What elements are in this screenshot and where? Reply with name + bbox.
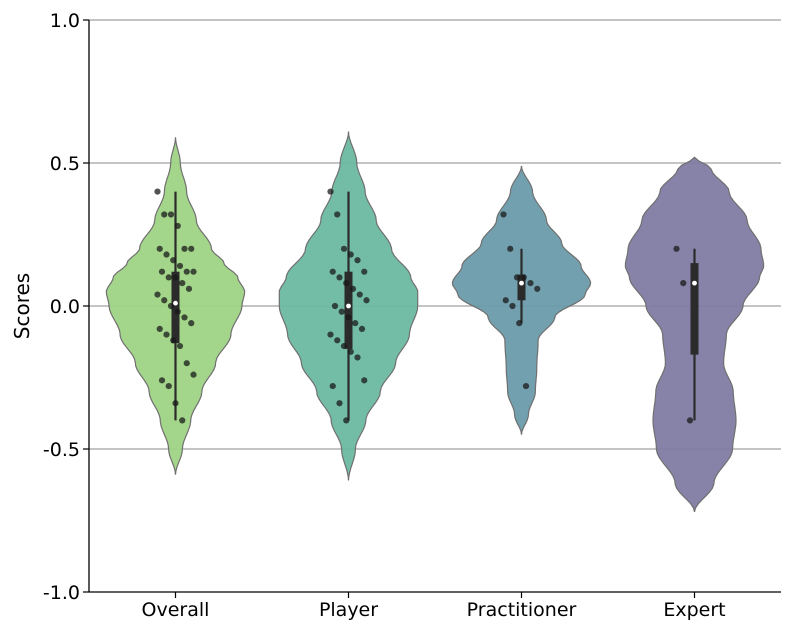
data-point xyxy=(334,337,341,344)
violin-iqr-box xyxy=(517,274,526,301)
data-point xyxy=(190,268,197,275)
data-point xyxy=(154,188,161,195)
data-point xyxy=(345,314,352,321)
y-tick-label: 0.5 xyxy=(50,153,80,175)
data-point xyxy=(174,222,181,230)
x-tick-label: Practitioner xyxy=(467,599,577,621)
violin-overall xyxy=(105,137,246,475)
data-point xyxy=(176,342,184,350)
violin-practitioner xyxy=(451,165,592,435)
data-point xyxy=(513,274,521,281)
data-point xyxy=(331,302,339,310)
data-point xyxy=(502,297,509,304)
data-point xyxy=(509,302,516,310)
x-tick-label: Overall xyxy=(142,599,210,621)
y-tick-label: 1.0 xyxy=(50,10,80,32)
violin-player xyxy=(278,131,419,481)
data-point xyxy=(329,382,336,390)
data-point xyxy=(190,371,197,378)
data-point xyxy=(183,360,190,367)
data-point xyxy=(361,268,368,275)
data-point xyxy=(534,285,541,292)
data-point xyxy=(156,325,163,332)
data-point xyxy=(188,245,195,252)
data-point xyxy=(181,314,188,321)
data-point xyxy=(163,251,170,258)
data-point xyxy=(347,251,354,258)
data-point xyxy=(343,417,350,424)
data-point xyxy=(158,377,166,384)
data-point xyxy=(507,245,514,252)
data-point xyxy=(179,417,186,424)
y-axis-label: Scores xyxy=(10,273,34,339)
data-point xyxy=(167,302,175,310)
data-point xyxy=(179,280,186,287)
data-point xyxy=(349,285,357,292)
data-point xyxy=(361,377,368,384)
violin-expert xyxy=(624,156,765,513)
data-point xyxy=(188,320,195,327)
data-point xyxy=(500,211,507,218)
data-point xyxy=(522,382,530,390)
data-point xyxy=(172,400,179,407)
data-point xyxy=(347,348,354,355)
data-point xyxy=(680,280,687,287)
ticks: 1.0 0.5 0.0 -0.5 -1.0 Overall Player Practition… xyxy=(43,10,726,621)
data-point xyxy=(167,211,175,218)
data-point xyxy=(170,257,177,264)
data-point xyxy=(358,325,366,332)
violin-iqr-box xyxy=(344,271,353,349)
data-point xyxy=(356,291,363,298)
violin-median xyxy=(346,303,351,309)
violin-median xyxy=(519,280,524,286)
data-point xyxy=(340,245,348,252)
data-point xyxy=(176,262,184,270)
data-point xyxy=(327,331,334,338)
data-point xyxy=(165,382,172,390)
violin-iqr-box xyxy=(690,263,699,355)
data-point xyxy=(354,257,361,264)
x-tick-label: Player xyxy=(319,599,378,621)
data-point xyxy=(183,268,190,275)
data-point xyxy=(161,297,168,304)
x-tick-label: Expert xyxy=(663,599,725,621)
data-point xyxy=(327,188,334,195)
data-point xyxy=(343,280,350,287)
data-point xyxy=(165,274,172,281)
data-point xyxy=(520,274,527,281)
data-point xyxy=(185,285,193,292)
data-point xyxy=(154,291,161,298)
data-point xyxy=(338,308,345,315)
data-point xyxy=(158,268,166,275)
data-point xyxy=(527,280,534,287)
violins xyxy=(105,131,765,513)
data-point xyxy=(170,337,177,344)
data-point xyxy=(336,400,343,407)
data-point xyxy=(172,274,179,281)
violin-iqr-box xyxy=(171,271,180,344)
data-point xyxy=(352,320,359,327)
y-tick-label: -1.0 xyxy=(43,582,80,604)
y-tick-label: 0.0 xyxy=(50,296,80,318)
data-point xyxy=(156,245,163,252)
data-point xyxy=(329,268,336,275)
data-point xyxy=(336,274,343,281)
y-tick-label: -0.5 xyxy=(43,439,80,461)
data-point xyxy=(161,211,168,218)
data-point xyxy=(673,245,680,252)
data-point xyxy=(163,331,170,338)
data-point xyxy=(516,320,523,327)
data-point xyxy=(363,297,370,304)
data-point xyxy=(340,342,348,350)
data-point xyxy=(334,211,341,218)
violin-median xyxy=(173,300,178,306)
data-point xyxy=(181,245,188,252)
data-point xyxy=(354,354,361,361)
data-point xyxy=(686,417,694,424)
violin-median xyxy=(692,280,697,286)
data-point xyxy=(174,308,181,315)
